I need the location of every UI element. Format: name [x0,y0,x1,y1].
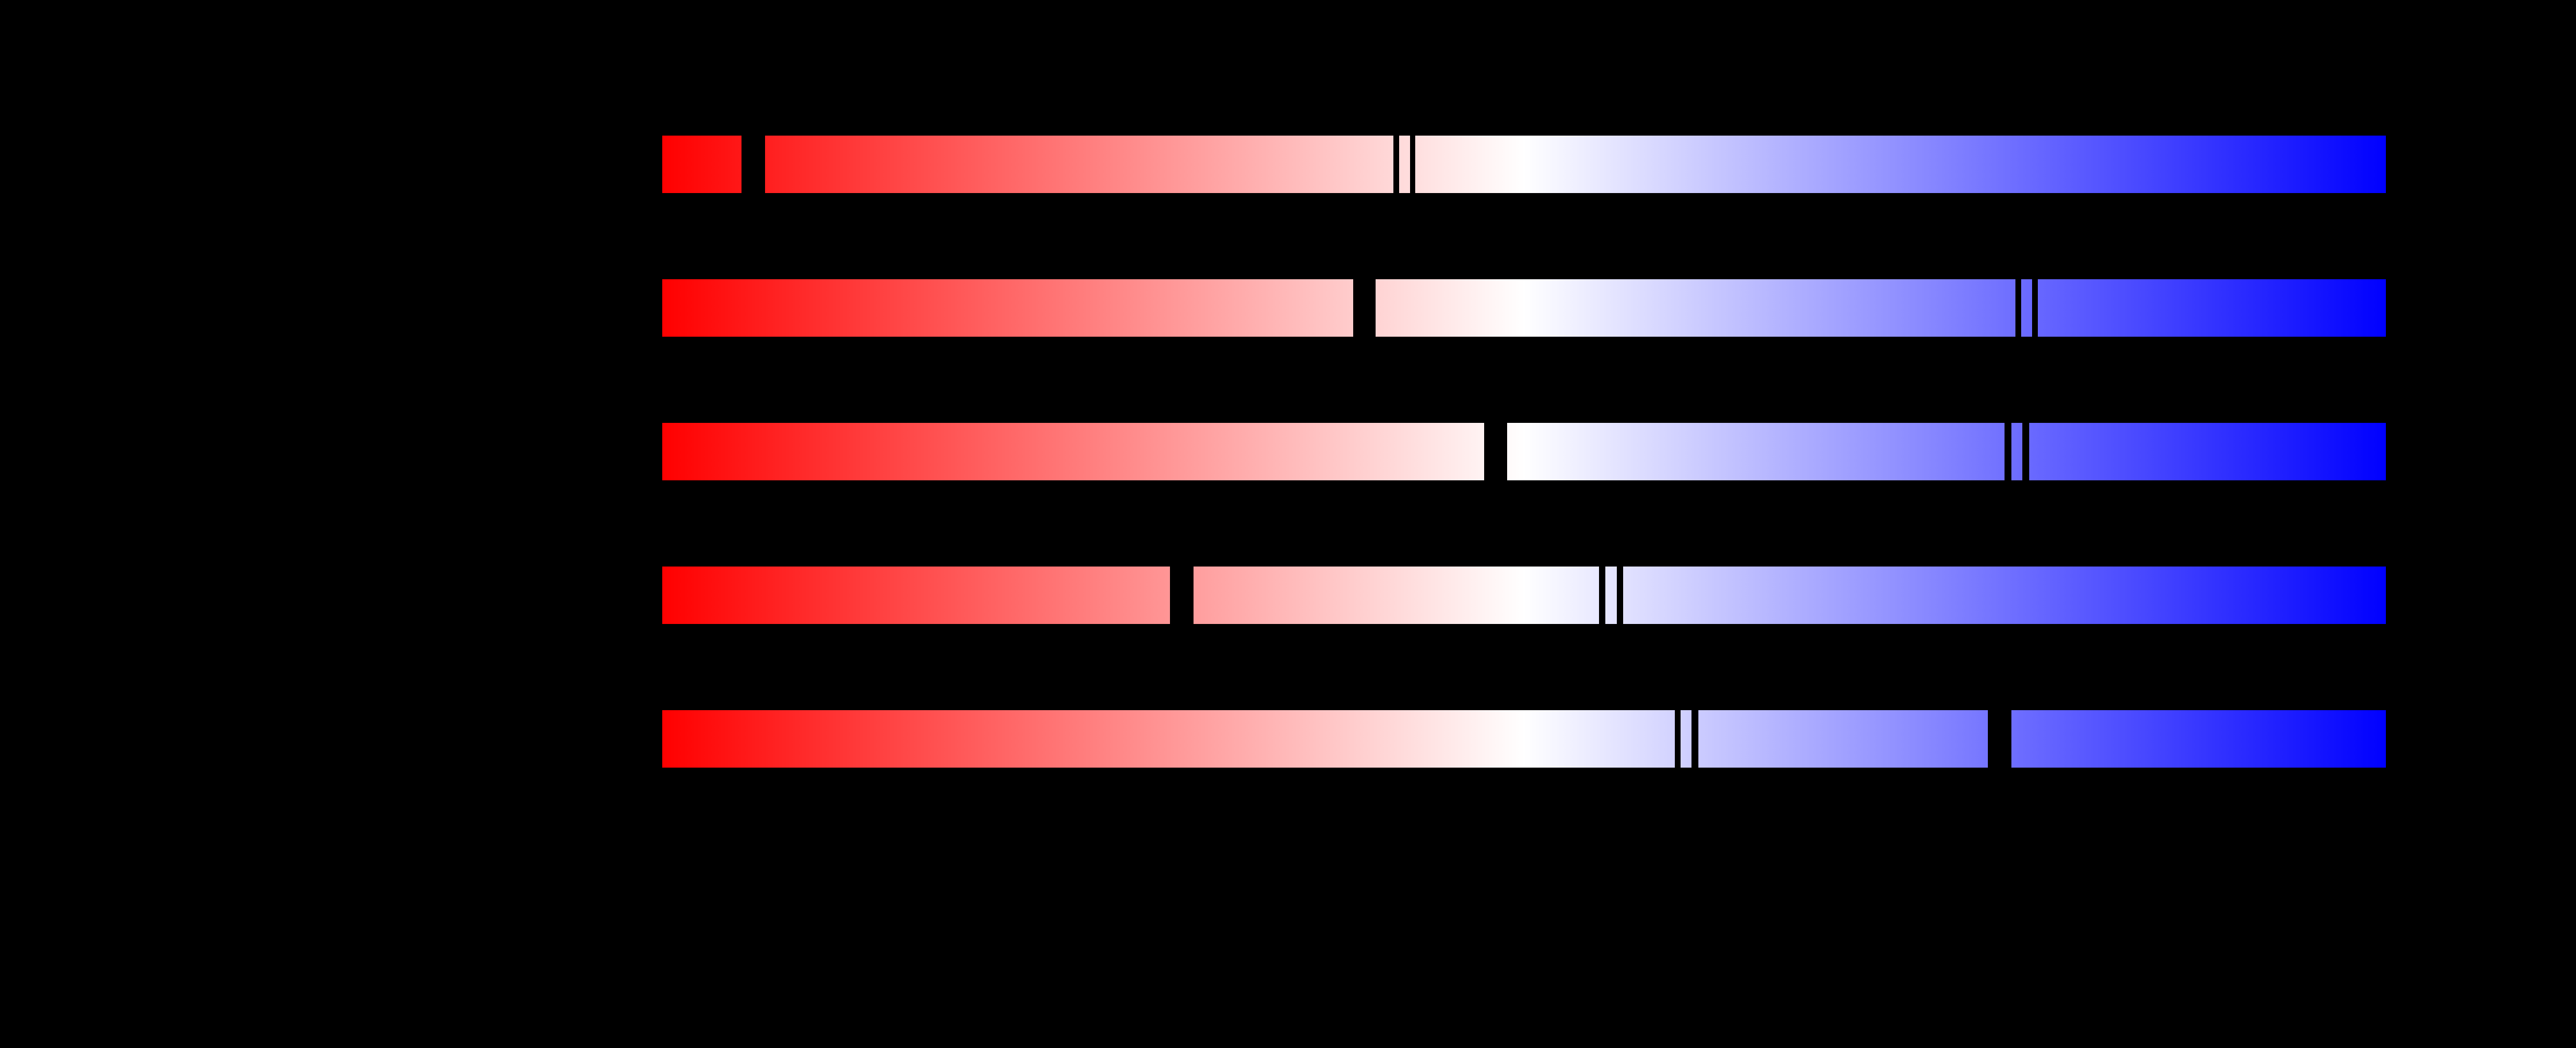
gradient-bar-row-3 [662,422,2386,481]
segment-gap-thin [1409,135,1416,194]
gradient-bar-row-5 [662,710,2386,768]
segment-gap-thin [1599,566,1606,625]
gradient-bar-row-4 [662,566,2386,625]
gradient-bar-row-2 [662,279,2386,337]
segment-gap-thin [2032,279,2038,337]
segment-gap-wide [1484,422,1508,481]
segment-gap-thin [2004,422,2011,481]
segment-gap-thin [1616,566,1624,625]
segment-gap-thin [1675,710,1681,768]
segment-gap-thin [1393,135,1399,194]
segment-gap-wide [1353,279,1376,337]
gradient-bar-row-1 [662,135,2386,194]
segment-gap-thin [2022,422,2029,481]
segment-gap-wide [1170,566,1194,625]
segment-gap-wide [1988,710,2011,768]
segment-gap-thin [2015,279,2021,337]
segment-gap-wide [741,135,765,194]
segment-gap-thin [1691,710,1699,768]
